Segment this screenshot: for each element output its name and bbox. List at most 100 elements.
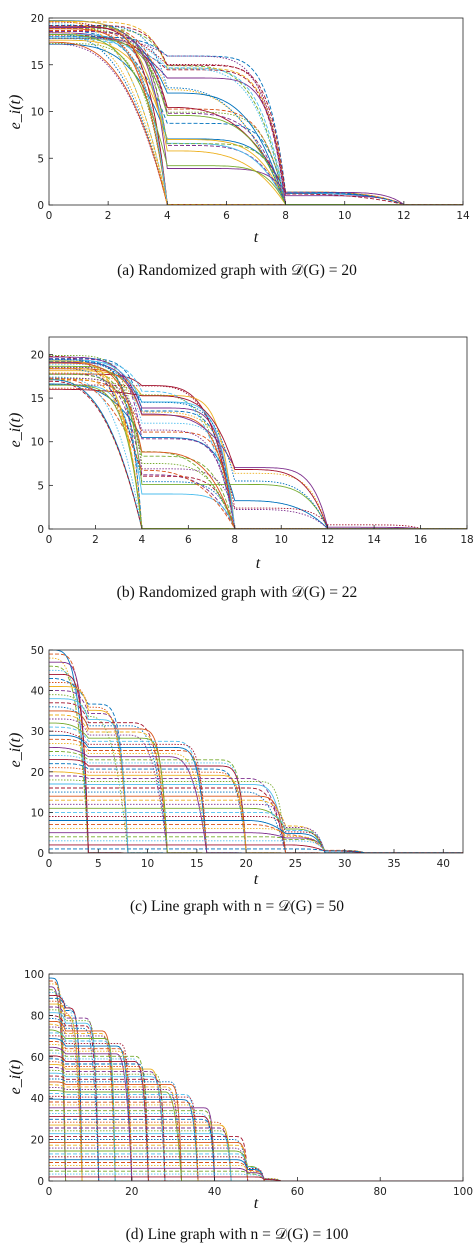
series-line xyxy=(49,24,463,205)
series-line xyxy=(49,799,463,853)
series-line xyxy=(49,682,463,853)
y-tick-label: 0 xyxy=(37,848,44,860)
x-tick-label: 100 xyxy=(453,1186,473,1198)
series-line xyxy=(49,848,463,853)
x-tick-label: 14 xyxy=(367,534,381,546)
series-line xyxy=(49,1167,463,1181)
series-line xyxy=(49,25,463,205)
x-tick-label: 0 xyxy=(46,1186,53,1198)
chart-panel-c: 0 5 10 15 20 25 30 35 40 0 10 20 30 40 50 t e_i(t) (c) L… xyxy=(0,642,474,942)
axes-frame xyxy=(48,973,464,1182)
y-tick-label: 100 xyxy=(24,969,44,981)
chart-panel-b: 0 2 4 6 8 10 12 14 16 18 0 5 10 15 20 t e_i(t) (b) Rando… xyxy=(0,318,474,618)
chart-d-plot: 0 20 40 60 80 100 0 20 40 60 80 100 t e_i(t) xyxy=(7,969,473,1212)
series-line xyxy=(49,1015,463,1181)
x-tick-label: 8 xyxy=(231,534,238,546)
series-line xyxy=(49,1115,463,1181)
series-line xyxy=(49,820,463,853)
y-axis-label: e_i(t) xyxy=(7,1060,24,1095)
chart-d-caption: (d) Line graph with n = 𝒟(G) = 100 xyxy=(125,1226,349,1243)
y-tick-label: 10 xyxy=(31,807,44,819)
x-tick-label: 15 xyxy=(190,858,203,870)
x-tick-label: 18 xyxy=(460,534,473,546)
x-axis-label: t xyxy=(256,555,261,572)
x-tick-label: 14 xyxy=(456,210,470,222)
series-line xyxy=(49,34,463,205)
series-line xyxy=(49,1170,463,1181)
x-tick-label: 20 xyxy=(239,858,252,870)
series-line xyxy=(49,1153,463,1181)
x-tick-label: 35 xyxy=(387,858,400,870)
series-line xyxy=(49,1035,463,1181)
series-line xyxy=(49,1107,463,1181)
x-tick-label: 4 xyxy=(139,534,146,546)
x-tick-label: 8 xyxy=(282,210,289,222)
x-tick-label: 6 xyxy=(185,534,192,546)
y-tick-label: 20 xyxy=(31,767,44,779)
series-line xyxy=(49,1020,463,1181)
x-tick-label: 12 xyxy=(397,210,410,222)
series-line xyxy=(49,1018,463,1181)
series-line xyxy=(49,763,463,853)
series-line xyxy=(49,816,463,853)
y-tick-label: 0 xyxy=(37,200,44,212)
series-line xyxy=(49,1009,463,1181)
series-line xyxy=(49,1041,463,1181)
x-axis-label: t xyxy=(254,229,259,246)
plot-area xyxy=(49,650,463,853)
x-tick-label: 10 xyxy=(141,858,154,870)
chart-a-caption: (a) Randomized graph with 𝒟(G) = 20 xyxy=(117,262,357,279)
series-line xyxy=(49,1110,463,1181)
series-line xyxy=(49,1029,463,1181)
y-tick-label: 20 xyxy=(31,349,44,361)
series-line xyxy=(49,30,463,205)
series-line xyxy=(49,1023,463,1181)
series-line xyxy=(49,1141,463,1181)
series-line xyxy=(49,1092,463,1181)
plot-area xyxy=(49,337,467,529)
series-line xyxy=(49,1164,463,1181)
x-axis-label: t xyxy=(254,871,259,888)
series-line xyxy=(49,372,467,529)
x-tick-label: 4 xyxy=(164,210,171,222)
series-line xyxy=(49,1173,463,1181)
series-line xyxy=(49,36,463,205)
y-tick-label: 0 xyxy=(37,1176,44,1188)
series-line xyxy=(49,824,463,853)
chart-c-caption: (c) Line graph with n = 𝒟(G) = 50 xyxy=(129,898,345,915)
x-tick-label: 12 xyxy=(321,534,334,546)
series-line xyxy=(49,1162,463,1181)
series-line xyxy=(49,1159,463,1181)
series-line xyxy=(49,1055,463,1181)
series-line xyxy=(49,1101,463,1181)
x-tick-label: 40 xyxy=(208,1186,221,1198)
chart-a-plot: 0 2 4 6 8 10 12 14 0 5 10 15 20 t e_i(t) xyxy=(7,13,470,246)
series-line xyxy=(49,1150,463,1181)
series-line xyxy=(49,359,467,529)
y-tick-label: 40 xyxy=(31,1093,44,1105)
series-line xyxy=(49,1144,463,1181)
x-tick-label: 40 xyxy=(437,858,450,870)
chart-c-plot: 0 5 10 15 20 25 30 35 40 0 10 20 30 40 50 t e_i(t) xyxy=(7,645,464,888)
series-line xyxy=(49,34,463,205)
axes-frame xyxy=(48,649,464,854)
y-tick-label: 5 xyxy=(37,153,44,165)
chart-b-caption: (b) Randomized graph with 𝒟(G) = 22 xyxy=(116,584,358,601)
x-tick-label: 5 xyxy=(95,858,102,870)
y-tick-label: 10 xyxy=(31,437,44,449)
y-tick-label: 80 xyxy=(31,1010,44,1022)
x-tick-label: 20 xyxy=(125,1186,138,1198)
series-line xyxy=(49,1038,463,1181)
series-line xyxy=(49,1090,463,1181)
axes-frame xyxy=(48,336,468,530)
series-line xyxy=(49,811,463,853)
x-tick-label: 0 xyxy=(46,210,53,222)
series-line xyxy=(49,43,463,205)
y-tick-label: 30 xyxy=(31,726,44,738)
y-tick-label: 10 xyxy=(31,107,44,119)
y-tick-label: 15 xyxy=(31,60,44,72)
series-line xyxy=(49,1046,463,1181)
x-tick-label: 25 xyxy=(289,858,302,870)
y-tick-label: 40 xyxy=(31,686,44,698)
chart-panel-d: 0 20 40 60 80 100 0 20 40 60 80 100 t e_i(t) (d) Line… xyxy=(0,964,474,1246)
